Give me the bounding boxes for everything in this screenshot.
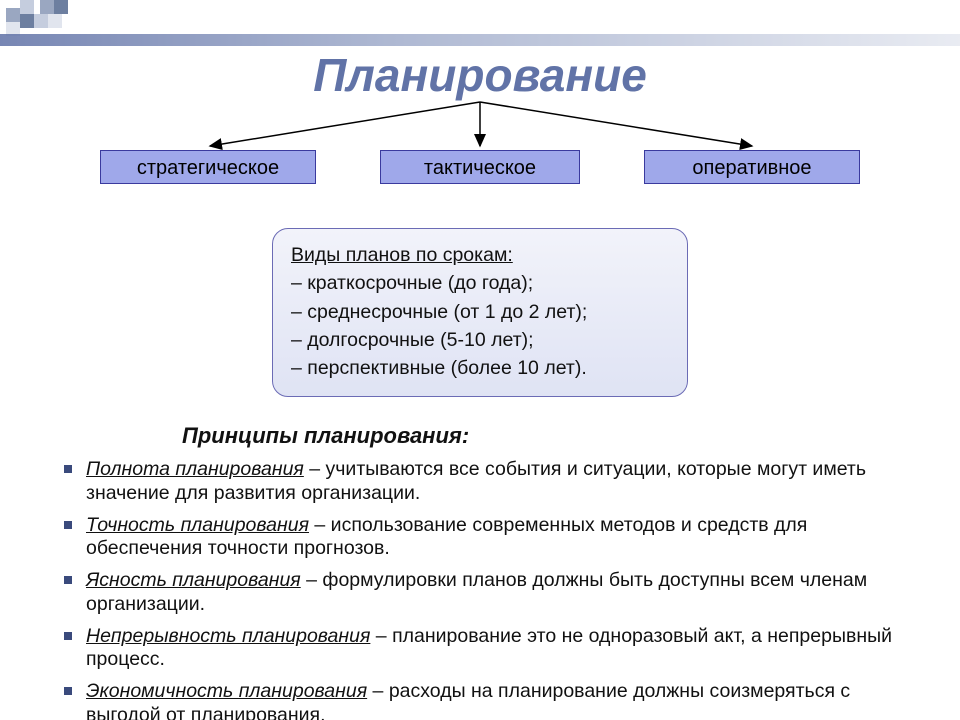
arrows-svg — [0, 100, 960, 155]
types-panel-header: Виды планов по срокам: — [291, 244, 513, 266]
list-item: Точность планирования – использование со… — [64, 514, 904, 562]
top-band — [0, 34, 960, 46]
types-item: – краткосрочные (до года); — [291, 272, 533, 294]
principle-term: Экономичность планирования — [86, 680, 367, 702]
types-item: – долгосрочные (5-10 лет); — [291, 329, 534, 351]
slide-root: Планирование стратегическое тактическое … — [0, 0, 960, 720]
types-item: – перспективные (более 10 лет). — [291, 357, 587, 379]
box-strategic-label: стратегическое — [137, 157, 279, 179]
box-tactical: тактическое — [380, 150, 580, 184]
box-strategic: стратегическое — [100, 150, 316, 184]
principles-list: Полнота планирования – учитываются все с… — [64, 458, 904, 720]
types-item: – среднесрочные (от 1 до 2 лет); — [291, 301, 587, 323]
types-panel: Виды планов по срокам: – краткосрочные (… — [272, 228, 688, 397]
box-operative-label: оперативное — [692, 157, 811, 179]
principle-term: Точность планирования — [86, 514, 309, 536]
principles-heading: Принципы планирования: — [182, 423, 469, 449]
list-item: Полнота планирования – учитываются все с… — [64, 458, 904, 506]
list-item: Экономичность планирования – расходы на … — [64, 680, 904, 720]
page-title: Планирование — [0, 48, 960, 102]
list-item: Непрерывность планирования – планировани… — [64, 625, 904, 673]
principle-term: Ясность планирования — [86, 569, 301, 591]
principle-term: Полнота планирования — [86, 458, 304, 480]
box-operative: оперативное — [644, 150, 860, 184]
box-tactical-label: тактическое — [424, 157, 536, 179]
list-item: Ясность планирования – формулировки план… — [64, 569, 904, 617]
principle-term: Непрерывность планирования — [86, 625, 370, 647]
